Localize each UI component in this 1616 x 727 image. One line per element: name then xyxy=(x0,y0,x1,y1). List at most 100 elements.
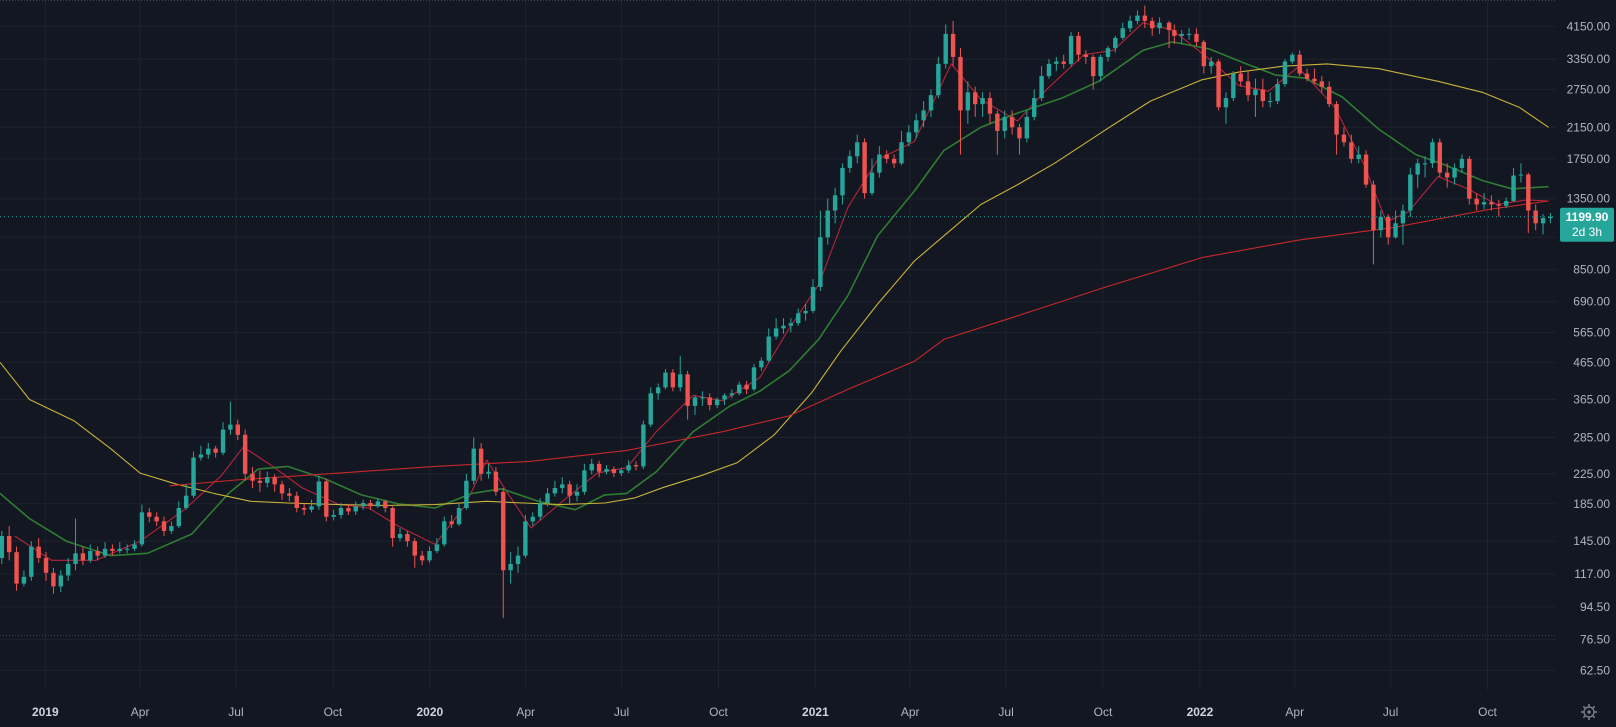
candle-body xyxy=(1415,163,1420,175)
candle-body xyxy=(1127,20,1133,29)
candle-body xyxy=(832,195,838,211)
candle-body xyxy=(862,142,867,194)
candle xyxy=(427,546,432,563)
candle-body xyxy=(641,424,646,467)
candle xyxy=(619,467,624,476)
candle-body xyxy=(29,546,34,577)
candle xyxy=(1474,193,1479,211)
candle xyxy=(176,501,181,529)
candle xyxy=(928,89,934,117)
candle-body xyxy=(1009,116,1015,128)
candle xyxy=(530,512,535,527)
candle-body xyxy=(1312,78,1317,82)
candle xyxy=(242,429,248,481)
gear-icon[interactable] xyxy=(1581,704,1597,720)
candle xyxy=(1039,66,1044,102)
candle-body xyxy=(161,521,167,531)
candle xyxy=(840,163,845,205)
candle xyxy=(1142,5,1148,29)
candle xyxy=(574,484,580,502)
candle-body xyxy=(360,502,366,507)
candle xyxy=(751,363,757,392)
candle xyxy=(582,463,587,495)
candle-body xyxy=(449,521,454,525)
candle xyxy=(921,101,926,128)
candle xyxy=(1172,24,1177,44)
candle xyxy=(788,318,794,333)
candle-body xyxy=(1120,28,1125,38)
candle-body xyxy=(1363,154,1369,185)
candle xyxy=(567,480,572,504)
candle-body xyxy=(176,508,181,527)
candle-body xyxy=(51,572,56,587)
candle-body xyxy=(1422,163,1428,165)
candle xyxy=(397,528,403,542)
candle xyxy=(589,458,594,475)
candle xyxy=(1113,35,1118,53)
candle-body xyxy=(700,397,705,399)
candle xyxy=(29,541,34,581)
candle xyxy=(1017,123,1022,155)
x-tick-label: Apr xyxy=(516,705,535,719)
candle-body xyxy=(877,154,882,173)
candle-body xyxy=(1172,30,1177,36)
candle xyxy=(965,81,971,124)
candle xyxy=(464,473,469,510)
candle xyxy=(655,383,661,400)
candle xyxy=(324,478,329,522)
candle xyxy=(648,387,653,428)
candle-body xyxy=(1054,61,1059,64)
candle-body xyxy=(265,477,270,483)
candle-body xyxy=(228,424,233,430)
candle-body xyxy=(899,142,904,164)
candle-body xyxy=(412,541,417,556)
candle-body xyxy=(95,551,100,556)
x-tick-label: Apr xyxy=(1285,705,1304,719)
candle xyxy=(1481,193,1487,210)
y-tick-label: 690.00 xyxy=(1573,295,1610,309)
candle xyxy=(537,498,543,521)
candle-body xyxy=(88,551,93,561)
candle xyxy=(161,516,167,536)
candle xyxy=(65,557,71,581)
candle xyxy=(995,110,1000,155)
candle xyxy=(1437,138,1443,178)
candle xyxy=(390,506,395,547)
candle-body xyxy=(1452,167,1457,178)
y-tick-label: 94.50 xyxy=(1580,600,1610,614)
y-tick-label: 185.00 xyxy=(1573,497,1610,511)
candle xyxy=(1304,68,1310,82)
candle-body xyxy=(958,56,963,111)
candle xyxy=(309,499,314,513)
candle-body xyxy=(596,463,602,472)
candle xyxy=(1415,158,1420,188)
last-price-value: 1199.90 xyxy=(1566,210,1609,224)
candle-body xyxy=(1385,216,1391,238)
candle-body xyxy=(442,521,447,545)
candle-body xyxy=(478,448,484,474)
moving-average-line xyxy=(0,63,1549,507)
candle xyxy=(1282,59,1288,87)
candle xyxy=(287,488,292,502)
y-tick-label: 62.50 xyxy=(1580,663,1610,677)
candle-body xyxy=(1349,142,1354,159)
price-scale[interactable]: 4150.00 3350.00 2750.00 2150.00 1750.00 1350.… xyxy=(1567,19,1611,677)
candle xyxy=(1319,76,1325,93)
candle xyxy=(1024,110,1030,143)
candle-body xyxy=(434,544,440,552)
time-scale[interactable]: 2019 Apr Jul Oct 2020 Apr Jul Oct 2021 Apr Jul Oct 2… xyxy=(32,705,1498,719)
candle-body xyxy=(65,563,71,576)
candle xyxy=(773,318,779,340)
candle-body xyxy=(987,98,993,114)
bar-countdown: 2d 3h xyxy=(1572,225,1602,239)
candle xyxy=(714,397,720,409)
candle-body xyxy=(43,557,49,573)
candle xyxy=(36,538,41,563)
candle xyxy=(1503,197,1509,209)
candle xyxy=(685,370,690,420)
candle-body xyxy=(206,448,211,455)
candle-body xyxy=(648,393,653,425)
candle-body xyxy=(242,434,248,474)
